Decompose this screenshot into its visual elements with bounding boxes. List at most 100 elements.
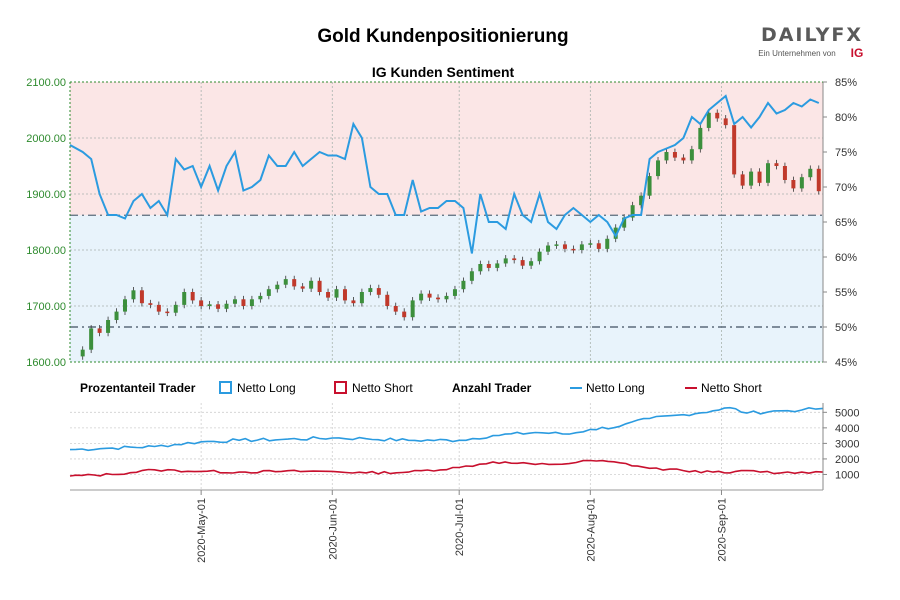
candle-body	[216, 304, 221, 309]
chart-subtitle: IG Kunden Sentiment	[372, 64, 515, 80]
price-candles	[80, 109, 821, 360]
date-tick-label: 2020-Jul-01	[454, 498, 466, 556]
candle-body	[351, 300, 356, 304]
candle-body	[182, 292, 187, 305]
candle-body	[529, 261, 534, 266]
candle-body	[148, 303, 153, 305]
price-tick-label: 1600.00	[26, 357, 66, 369]
legend-group2-long: Netto Long	[586, 381, 645, 395]
candle-body	[749, 171, 754, 186]
candle-body	[300, 286, 305, 289]
candle-body	[664, 152, 669, 161]
candle-body	[681, 157, 686, 161]
short-zone	[70, 82, 823, 216]
percent-axis: 85% 80% 75% 70% 65% 60% 55% 50% 45%	[823, 77, 857, 369]
count-short-line	[69, 459, 824, 477]
percent-tick-label: 50%	[835, 322, 857, 334]
lower-gridlines	[70, 403, 823, 490]
candle-body	[436, 297, 441, 300]
logo-ig: IG	[851, 46, 864, 60]
dailyfx-logo: DAILYFX Ein Unternehmen von IG	[758, 24, 863, 60]
legend-short-box	[334, 381, 347, 394]
candle-body	[173, 304, 178, 313]
candle-body	[537, 251, 542, 262]
candle-body	[495, 263, 500, 268]
legend-group2-label: Anzahl Trader	[452, 381, 532, 395]
logo-wordmark: DAILYFX	[761, 24, 863, 46]
count-tick-label: 5000	[835, 407, 859, 419]
candle-body	[317, 280, 322, 292]
legend-group1-long: Netto Long	[237, 381, 296, 395]
candle-body	[156, 304, 161, 312]
candle-body	[613, 227, 618, 239]
candle-body	[672, 152, 677, 158]
candle-body	[342, 289, 347, 301]
price-tick-label: 1700.00	[26, 301, 66, 313]
candle-body	[241, 299, 246, 306]
percent-tick-label: 70%	[835, 182, 857, 194]
candle-body	[732, 125, 737, 175]
candle-body	[359, 292, 364, 304]
candle-body	[630, 205, 635, 218]
candle-body	[546, 245, 551, 252]
candle-body	[376, 288, 381, 295]
candle-body	[309, 280, 314, 289]
candle-body	[334, 289, 339, 298]
candle-body	[461, 280, 466, 290]
percent-tick-label: 80%	[835, 112, 857, 124]
candle-body	[656, 160, 661, 177]
candle-body	[698, 127, 703, 150]
candle-body	[478, 264, 483, 272]
candle-body	[199, 300, 204, 306]
candle-body	[740, 174, 745, 186]
candle-body	[427, 293, 432, 298]
candle-body	[207, 304, 212, 306]
candle-body	[774, 163, 779, 166]
candle-body	[605, 238, 610, 249]
candle-body	[419, 293, 424, 301]
candle-body	[452, 289, 457, 296]
percent-tick-label: 65%	[835, 217, 857, 229]
candle-body	[249, 299, 254, 306]
candle-body	[512, 258, 517, 261]
candle-body	[503, 258, 508, 264]
count-tick-label: 2000	[835, 454, 859, 466]
candle-body	[723, 118, 728, 126]
candle-body	[588, 243, 593, 245]
candle-body	[782, 166, 787, 180]
date-axis: 2020-May-01 2020-Jun-01 2020-Jul-01 2020-Au…	[196, 490, 728, 563]
candle-body	[766, 163, 771, 183]
candle-body	[554, 244, 559, 246]
price-tick-label: 1800.00	[26, 245, 66, 257]
candle-body	[799, 177, 804, 189]
candle-body	[816, 168, 821, 192]
candle-body	[562, 244, 567, 249]
candle-body	[444, 295, 449, 300]
chart-title: Gold Kundenpositionierung	[317, 26, 568, 47]
long-zone	[70, 215, 823, 362]
percent-tick-label: 75%	[835, 147, 857, 159]
candle-body	[283, 279, 288, 285]
candle-body	[122, 299, 127, 312]
candle-body	[258, 295, 263, 300]
candle-body	[639, 195, 644, 206]
date-tick-label: 2020-Jun-01	[327, 498, 339, 560]
count-axis: 5000 4000 3000 2000 1000	[823, 407, 859, 481]
candle-body	[190, 292, 195, 301]
price-tick-label: 2100.00	[26, 77, 66, 89]
percent-long-line	[69, 94, 820, 254]
price-tick-label: 1900.00	[26, 189, 66, 201]
logo-tagline: Ein Unternehmen von	[758, 49, 835, 58]
date-tick-label: 2020-Sep-01	[716, 498, 728, 562]
candle-body	[292, 279, 297, 287]
legend-group2-short: Netto Short	[701, 381, 762, 395]
candle-body	[139, 290, 144, 304]
count-long-line	[69, 406, 824, 452]
legend-long-box	[219, 381, 232, 394]
candle-body	[97, 328, 102, 333]
legend: Prozentanteil Trader Netto Long Netto Sh…	[80, 381, 762, 395]
candle-body	[520, 260, 525, 266]
candle-body	[232, 299, 237, 304]
candle-body	[469, 271, 474, 281]
